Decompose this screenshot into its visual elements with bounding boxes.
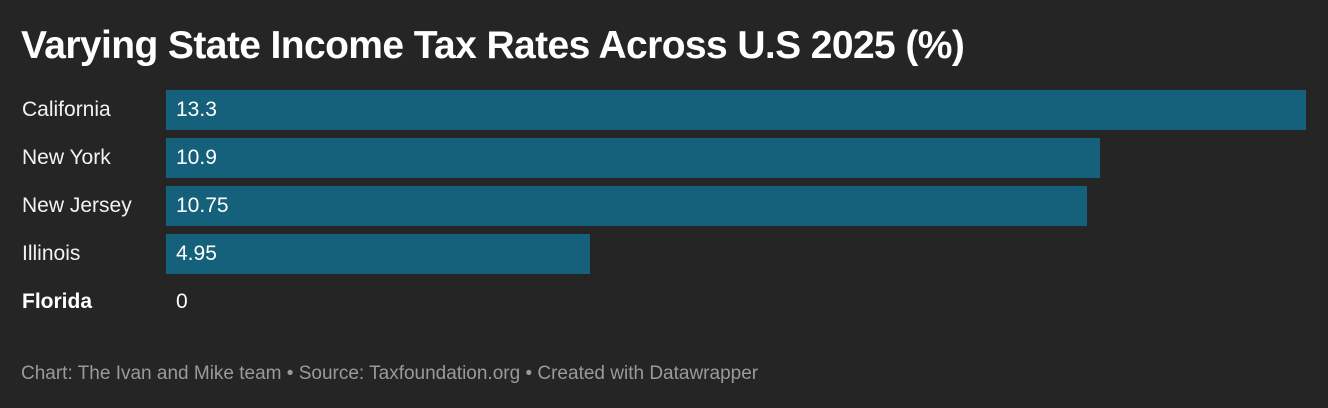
bar <box>166 90 1306 130</box>
category-label: California <box>22 98 111 121</box>
bar-row: California 13.3 <box>0 90 1328 130</box>
value-label: 0 <box>176 290 188 313</box>
bar <box>166 234 591 274</box>
value-label: 4.95 <box>176 242 217 265</box>
bar <box>166 186 1088 226</box>
value-label: 10.75 <box>176 194 229 217</box>
bar-row: New York 10.9 <box>0 138 1328 178</box>
chart-title: Varying State Income Tax Rates Across U.… <box>21 24 965 67</box>
value-label: 10.9 <box>176 146 217 169</box>
category-label: Florida <box>22 290 93 313</box>
bar-row: Florida 0 <box>0 282 1328 322</box>
category-label: New York <box>22 146 111 169</box>
bar <box>166 138 1101 178</box>
value-label: 13.3 <box>176 98 217 121</box>
chart-footer: Chart: The Ivan and Mike team • Source: … <box>21 363 759 384</box>
category-label: Illinois <box>22 242 81 265</box>
bar-row: Illinois 4.95 <box>0 234 1328 274</box>
category-label: New Jersey <box>22 194 132 217</box>
bar-row: New Jersey 10.75 <box>0 186 1328 226</box>
